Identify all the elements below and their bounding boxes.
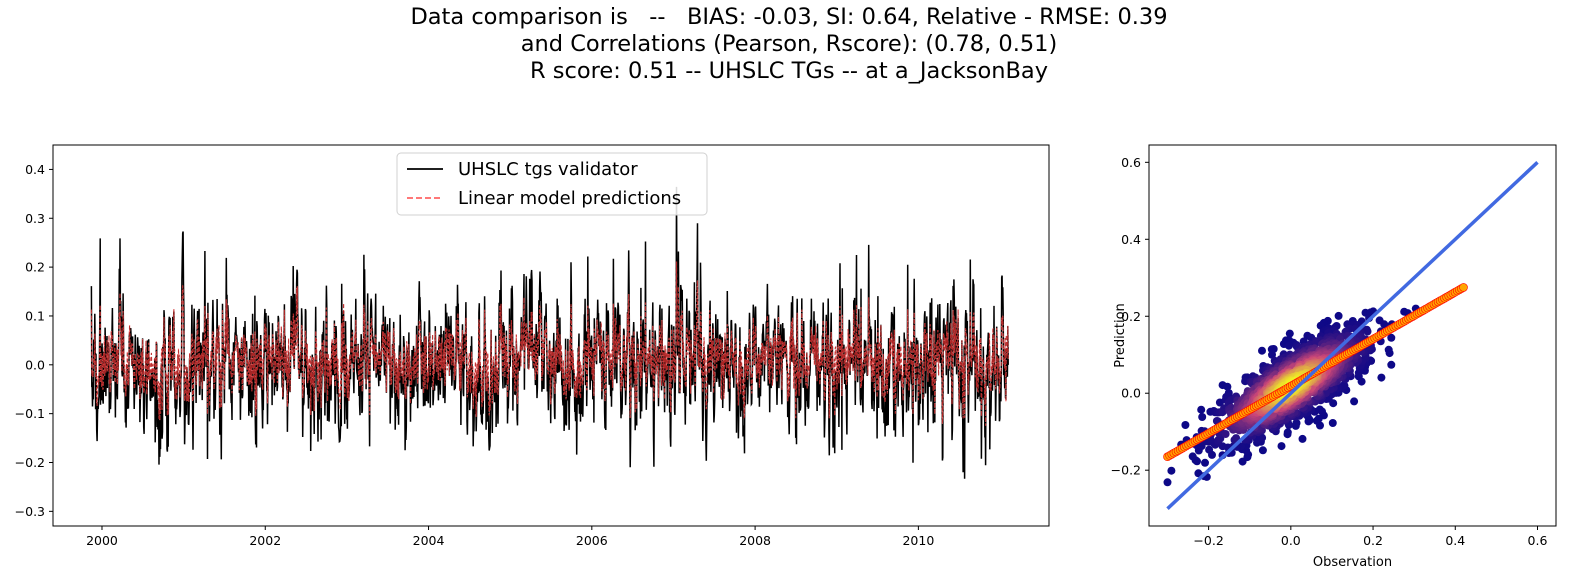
density-point — [1298, 434, 1307, 443]
density-point — [1205, 445, 1214, 454]
density-point — [1400, 307, 1409, 316]
density-point — [1384, 345, 1393, 354]
y-tick-label: 0.2 — [25, 260, 45, 275]
x-tick-label: 2004 — [413, 533, 445, 548]
title-line-1: Data comparison is -- BIAS: -0.03, SI: 0… — [410, 4, 1168, 30]
x-tick-label: 0.4 — [1445, 533, 1465, 548]
density-point — [1221, 430, 1230, 438]
predicted-series-overlay — [90, 261, 1009, 426]
scatter-frame — [1148, 144, 1557, 527]
density-point — [1201, 458, 1209, 467]
density-point — [1223, 382, 1232, 391]
density-point — [1194, 469, 1203, 478]
y-tick-label: 0.4 — [25, 162, 45, 177]
y-tick-label: −0.3 — [15, 504, 45, 519]
legend-observed-label: UHSLC tgs validator — [458, 159, 638, 180]
density-point — [1334, 311, 1343, 320]
density-point — [1283, 428, 1292, 437]
identity-line — [1166, 161, 1539, 510]
timeseries-data-area — [90, 186, 1009, 479]
x-tick-label: 2006 — [576, 533, 608, 548]
density-point — [1218, 408, 1227, 417]
density-point — [1387, 333, 1396, 342]
x-tick-label: 2002 — [249, 533, 281, 548]
x-tick-label: 2000 — [86, 533, 118, 548]
y-tick-label: 0.1 — [25, 308, 45, 323]
y-tick-label: 0.6 — [1121, 155, 1141, 170]
density-point — [1363, 327, 1372, 336]
density-point — [1314, 414, 1323, 423]
scatter-plot: −0.2 0.0 0.2 0.4 0.6 −0.2 0.0 0.2 0.4 0.6 Observat… — [1111, 144, 1557, 570]
timeseries-plot: 2000 2002 2004 2006 2008 2010 −0.3 −0.2 −0.1 0.0 0… — [15, 144, 1050, 548]
density-point — [1232, 434, 1241, 443]
x-tick-label: −0.2 — [1193, 533, 1223, 548]
density-point — [1284, 341, 1293, 350]
fit-point — [1459, 283, 1468, 292]
y-tick-label: 0.2 — [1121, 309, 1141, 324]
density-point — [1197, 405, 1206, 414]
density-point — [1167, 466, 1176, 475]
timeseries-frame — [52, 144, 1050, 527]
density-point — [1198, 413, 1207, 421]
y-tick-label: 0.0 — [1121, 386, 1141, 401]
density-point — [1292, 419, 1301, 428]
density-point — [1277, 442, 1286, 451]
y-tick-label: −0.2 — [1111, 463, 1141, 478]
density-point — [1181, 421, 1190, 429]
x-tick-label: 0.6 — [1528, 533, 1548, 548]
density-point — [1328, 419, 1337, 427]
density-point — [1350, 397, 1359, 406]
density-point — [1285, 329, 1294, 338]
scatter-data-area — [1163, 161, 1539, 510]
y-tick-label: 0.3 — [25, 211, 45, 226]
x-tick-label: 2010 — [902, 533, 934, 548]
title-line-2: and Correlations (Pearson, Rscore): (0.7… — [520, 31, 1058, 57]
density-point — [1258, 346, 1266, 355]
observed-series-line — [90, 186, 1009, 479]
y-axis-label: Prediction — [1113, 303, 1128, 368]
y-tick-label: −0.2 — [15, 455, 45, 470]
legend: UHSLC tgs validator Linear model predicti… — [396, 152, 708, 216]
density-point — [1375, 316, 1384, 325]
title-line-3: R score: 0.51 -- UHSLC TGs -- at a_Jacks… — [529, 58, 1049, 84]
density-point — [1163, 478, 1172, 487]
y-tick-label: 0.4 — [1121, 232, 1141, 247]
legend-predicted-label: Linear model predictions — [458, 188, 681, 209]
density-point — [1387, 360, 1396, 369]
density-point — [1258, 446, 1267, 455]
x-axis-label: Observation — [1313, 555, 1392, 570]
x-tick-label: 2008 — [739, 533, 771, 548]
legend-box — [396, 152, 708, 216]
x-tick-label: 0.2 — [1363, 533, 1383, 548]
y-tick-label: −0.1 — [15, 406, 45, 421]
figure-title: Data comparison is -- BIAS: -0.03, SI: 0… — [0, 4, 1578, 85]
density-point — [1268, 350, 1276, 359]
density-point — [1188, 452, 1197, 461]
density-point — [1377, 373, 1386, 382]
x-tick-label: 0.0 — [1281, 533, 1301, 548]
y-tick-label: 0.0 — [25, 357, 45, 372]
